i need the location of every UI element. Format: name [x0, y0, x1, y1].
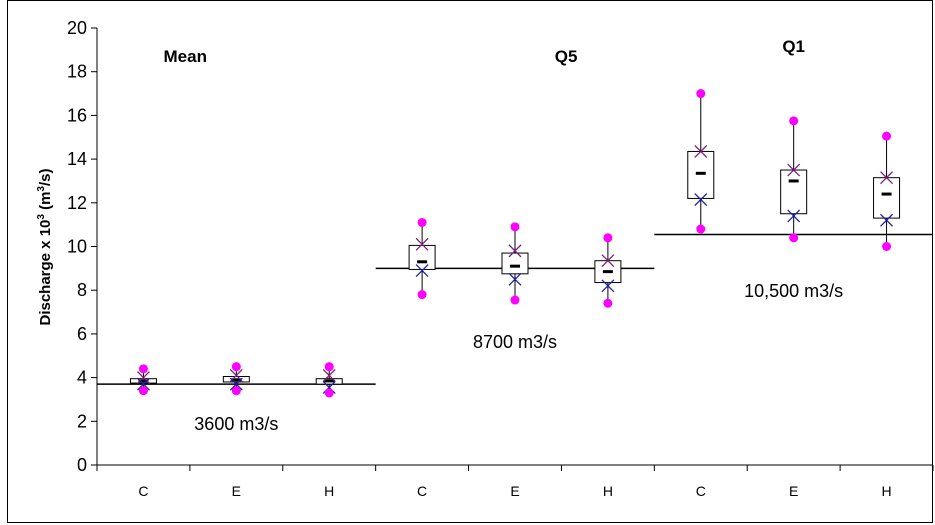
- upper-x-marker: [601, 254, 615, 268]
- box: [687, 150, 715, 199]
- x-tick-label: E: [510, 483, 519, 499]
- x-tick-label: E: [789, 483, 798, 499]
- box: [408, 244, 436, 270]
- upper-x-marker-stroke: [322, 368, 336, 382]
- x-tick-label: H: [881, 483, 891, 499]
- upper-x-marker-stroke: [508, 244, 522, 258]
- y-tick-label: 8: [77, 280, 87, 300]
- reference-annotation: 8700 m3/s: [473, 332, 557, 352]
- upper-x-marker-stroke: [880, 171, 894, 185]
- lower-x-marker: [508, 272, 522, 286]
- box: [501, 252, 529, 275]
- upper-x-marker-stroke: [136, 371, 150, 385]
- lower-x-marker: [694, 193, 708, 206]
- y-tick-label: 2: [77, 411, 87, 431]
- x-tick-label: C: [138, 483, 148, 499]
- lower-x-marker-stroke: [229, 377, 243, 391]
- lower-x-marker-stroke: [694, 193, 708, 206]
- min-dot: [138, 386, 148, 396]
- upper-x-marker: [136, 371, 150, 385]
- upper-x-marker-stroke: [415, 237, 429, 251]
- y-tick-label: 4: [77, 368, 87, 388]
- x-tick-label: C: [417, 483, 427, 499]
- max-dot: [882, 131, 892, 141]
- lower-x-marker: [880, 213, 894, 227]
- group-label: Mean: [164, 47, 207, 66]
- y-tick-label: 14: [67, 149, 87, 169]
- chart-frame: [7, 0, 933, 523]
- lower-x-marker-stroke: [136, 377, 150, 391]
- max-dot: [231, 362, 241, 372]
- min-dot: [417, 290, 427, 300]
- upper-x-marker-stroke: [694, 144, 708, 158]
- max-dot: [696, 89, 706, 99]
- axes: [91, 27, 934, 471]
- max-dot: [324, 362, 334, 372]
- y-axis-label: Discharge x 103 (m3/s): [36, 168, 54, 325]
- lower-x-marker-stroke: [787, 209, 801, 223]
- lower-x-marker-stroke: [508, 272, 522, 286]
- min-dot: [510, 295, 520, 305]
- box: [780, 169, 808, 215]
- lower-x-marker: [136, 377, 150, 391]
- lower-x-marker: [415, 264, 429, 277]
- max-dot: [138, 364, 148, 374]
- min-dot: [696, 224, 706, 234]
- max-dot: [603, 233, 613, 243]
- y-tick-label: 16: [67, 105, 87, 125]
- upper-x-marker: [508, 244, 522, 258]
- lower-x-marker: [601, 279, 615, 293]
- min-dot: [882, 242, 892, 251]
- upper-x-marker-stroke: [601, 254, 615, 268]
- x-tick-label: H: [324, 483, 334, 499]
- upper-x-marker-stroke: [787, 163, 801, 177]
- upper-x-marker: [787, 163, 801, 177]
- min-dot: [789, 233, 799, 243]
- x-tick-label: C: [696, 483, 706, 499]
- y-tick-labels: 0 2 4 6 8 10 12 14 16 18 20: [67, 18, 87, 475]
- group-label: Q5: [555, 47, 578, 66]
- data-marks: [97, 89, 933, 398]
- reference-annotation: 10,500 m3/s: [744, 281, 843, 301]
- upper-x-marker: [415, 237, 429, 251]
- y-tick-label: 18: [67, 62, 87, 82]
- lower-x-marker-stroke: [415, 264, 429, 277]
- max-dot: [789, 116, 799, 126]
- min-dot: [324, 388, 334, 398]
- upper-x-marker: [880, 171, 894, 185]
- lower-x-marker: [787, 209, 801, 223]
- max-dot: [417, 217, 427, 227]
- lower-x-marker-stroke: [880, 213, 894, 227]
- min-dot: [603, 298, 613, 308]
- lower-x-marker: [229, 377, 243, 391]
- x-tick-label: H: [603, 483, 613, 499]
- y-tick-label: 0: [77, 455, 87, 475]
- y-tick-label: 6: [77, 324, 87, 344]
- group-label: Q1: [782, 37, 805, 56]
- upper-x-marker: [694, 144, 708, 158]
- y-tick-label: 10: [67, 237, 87, 257]
- y-tick-label: 12: [67, 193, 87, 213]
- group-labels: Mean 3600 m3/s Q5 8700 m3/s Q1 10,500 m3/s: [164, 37, 844, 434]
- upper-x-marker: [322, 368, 336, 382]
- min-dot: [231, 386, 241, 396]
- y-tick-label: 20: [67, 18, 87, 38]
- x-tick-label: E: [232, 483, 241, 499]
- max-dot: [510, 222, 520, 232]
- lower-x-marker-stroke: [601, 279, 615, 293]
- box: [873, 177, 901, 219]
- reference-annotation: 3600 m3/s: [194, 414, 278, 434]
